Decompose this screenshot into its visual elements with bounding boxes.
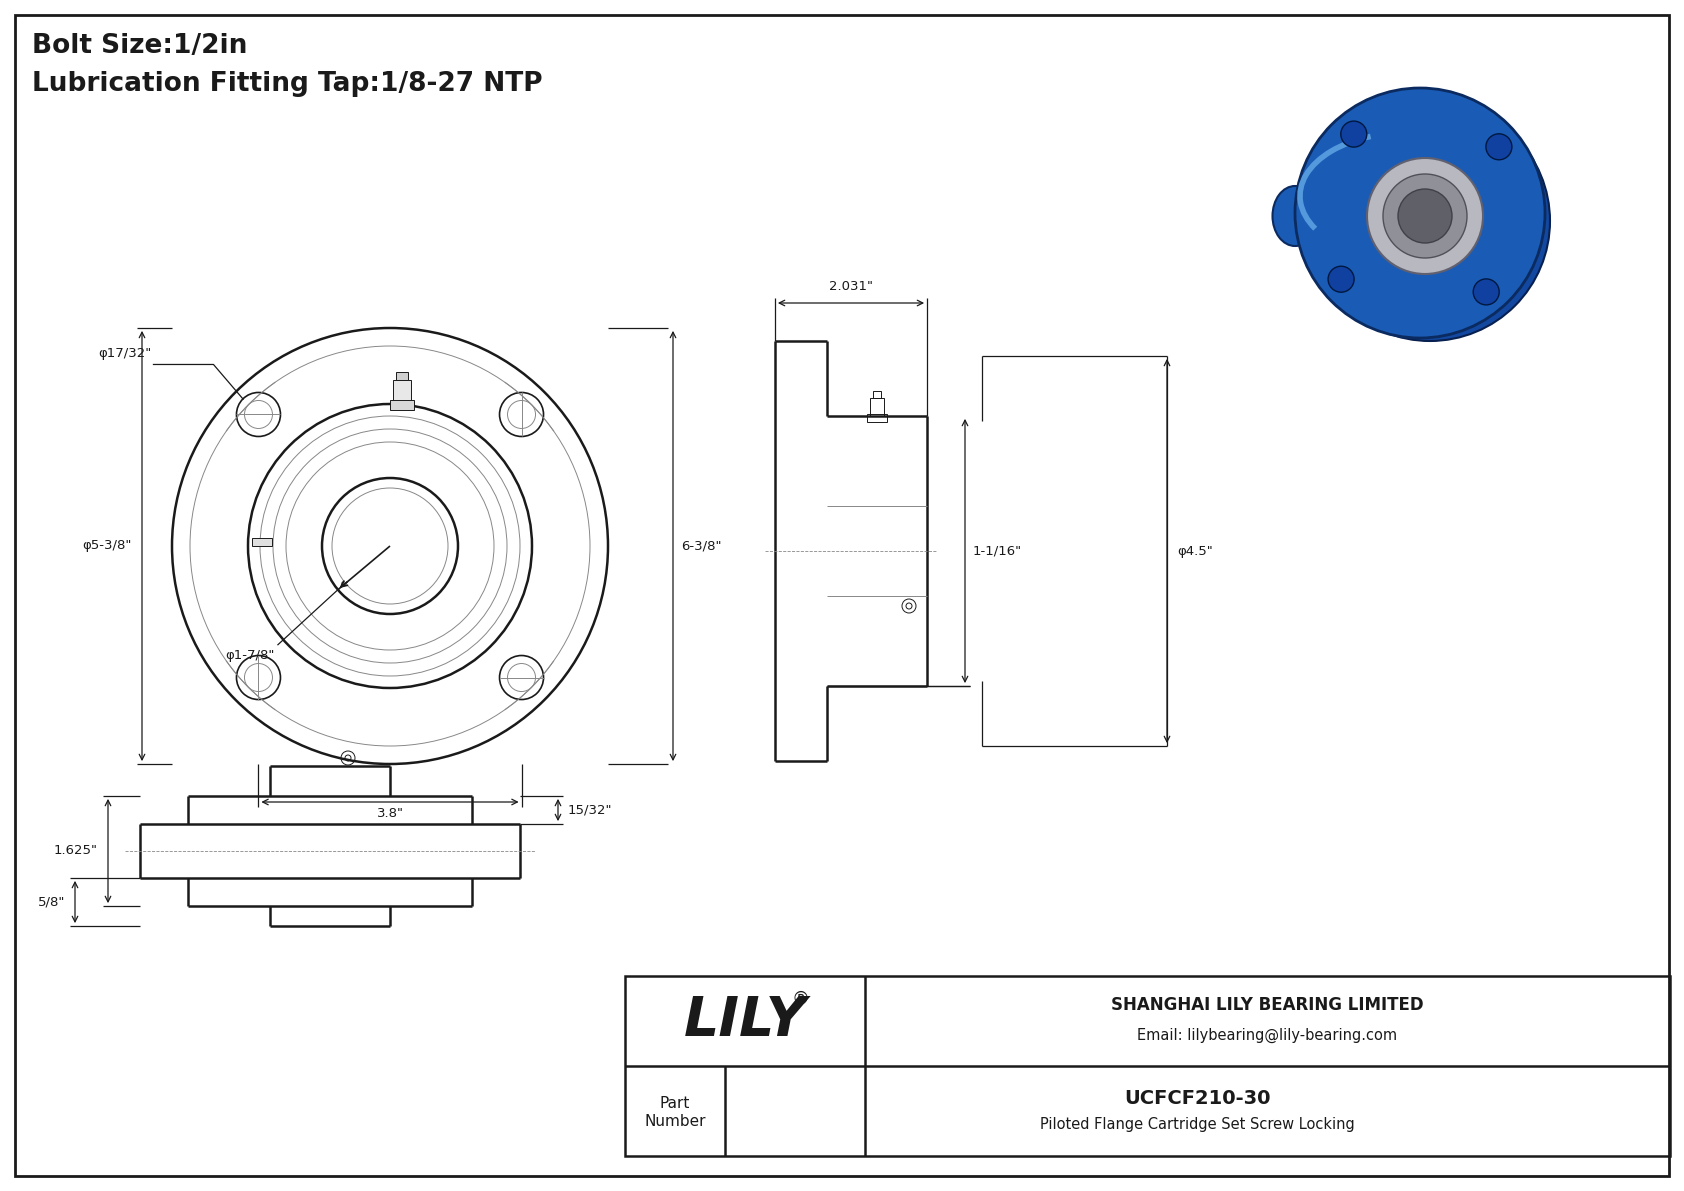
Text: LILY: LILY [684, 994, 807, 1048]
Circle shape [1474, 279, 1499, 305]
Bar [871, 398, 884, 416]
Text: φ5-3/8": φ5-3/8" [83, 540, 131, 553]
Circle shape [1398, 189, 1452, 243]
Bar [867, 414, 887, 422]
Text: Piloted Flange Cartridge Set Screw Locking: Piloted Flange Cartridge Set Screw Locki… [1039, 1117, 1354, 1133]
Circle shape [1329, 267, 1354, 292]
Circle shape [1367, 158, 1484, 274]
Text: Part: Part [660, 1096, 690, 1110]
Text: 1.625": 1.625" [54, 844, 98, 858]
Text: Email: lilybearing@lily-bearing.com: Email: lilybearing@lily-bearing.com [1137, 1028, 1398, 1042]
Ellipse shape [1273, 186, 1317, 247]
Circle shape [1310, 101, 1549, 341]
Bar [391, 400, 414, 410]
Text: 1-1/16": 1-1/16" [973, 544, 1022, 557]
Text: 3.8": 3.8" [377, 807, 404, 819]
Text: Bolt Size:1/2in: Bolt Size:1/2in [32, 33, 248, 60]
Circle shape [1485, 133, 1512, 160]
Bar [251, 538, 271, 547]
Circle shape [1340, 121, 1367, 148]
Text: 6-3/8": 6-3/8" [680, 540, 721, 553]
Bar [625, 975, 1671, 1156]
Text: 5/8": 5/8" [37, 896, 66, 909]
Circle shape [1295, 88, 1544, 338]
Text: φ4.5": φ4.5" [1177, 544, 1212, 557]
Text: SHANGHAI LILY BEARING LIMITED: SHANGHAI LILY BEARING LIMITED [1111, 996, 1423, 1014]
Text: Number: Number [645, 1114, 706, 1129]
Bar [872, 391, 881, 398]
Bar [392, 380, 411, 403]
Text: UCFCF210-30: UCFCF210-30 [1123, 1090, 1270, 1109]
Text: ®: ® [791, 990, 810, 1008]
Text: φ1-7/8": φ1-7/8" [226, 649, 274, 662]
Text: 15/32": 15/32" [568, 804, 613, 817]
Bar [396, 372, 408, 380]
Circle shape [1383, 174, 1467, 258]
Text: 2.031": 2.031" [829, 280, 872, 293]
Text: Lubrication Fitting Tap:1/8-27 NTP: Lubrication Fitting Tap:1/8-27 NTP [32, 71, 542, 96]
Text: φ17/32": φ17/32" [98, 348, 152, 361]
